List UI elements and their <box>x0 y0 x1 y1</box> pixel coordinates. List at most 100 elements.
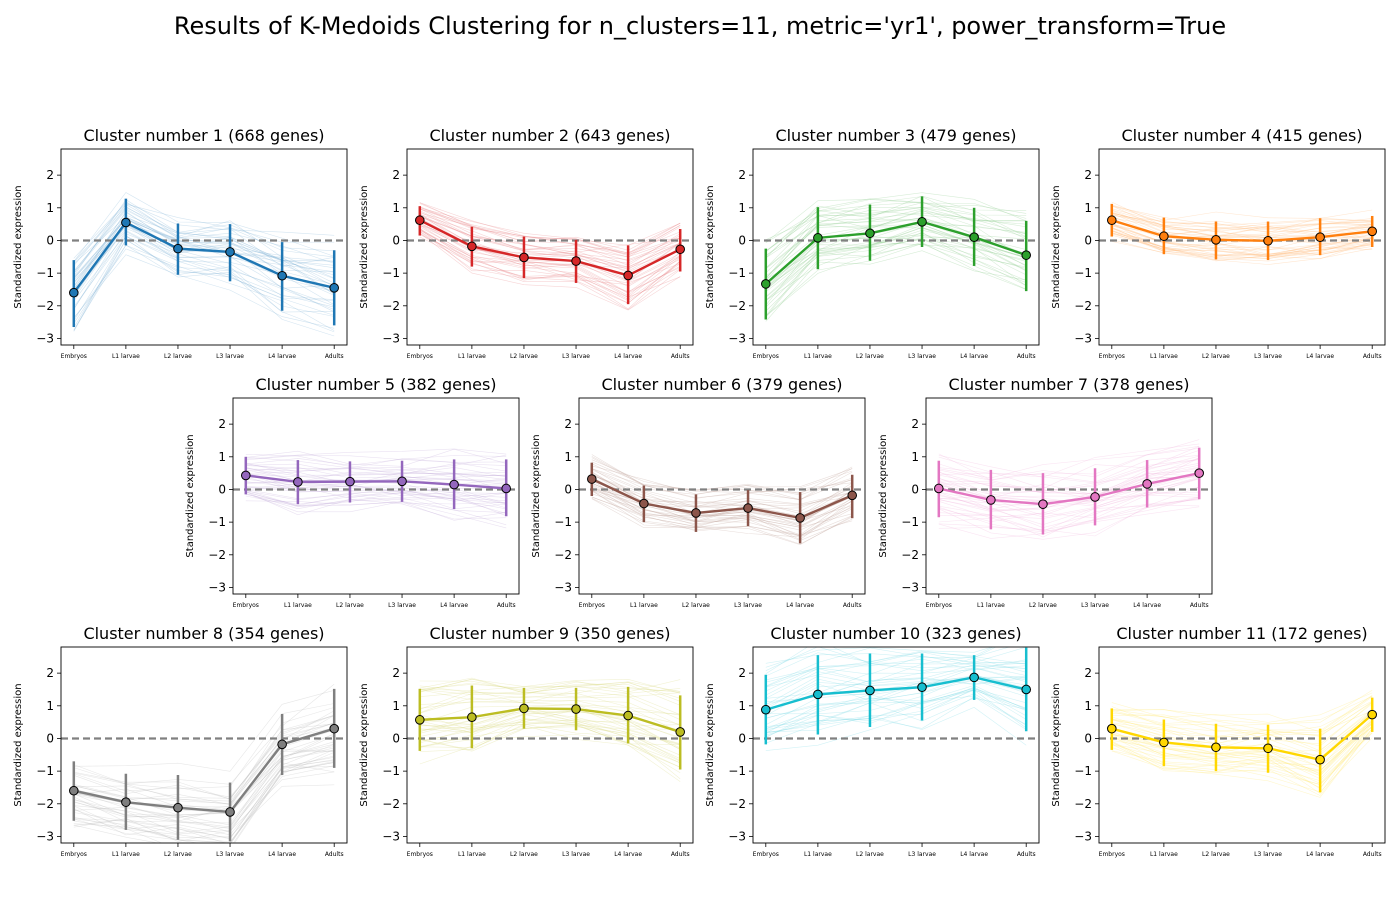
gene-trace <box>765 221 1027 290</box>
cluster-panel-9: Cluster number 9 (350 genes) −3 −2 −1 0 1 2 Emb… <box>359 624 694 858</box>
cluster-panel-1: Cluster number 1 (668 genes) −3 −2 −1 0 1 2 Emb… <box>13 126 348 360</box>
gene-trace <box>765 210 1027 280</box>
y-tick-label: 2 <box>218 417 226 431</box>
gene-trace <box>73 233 335 310</box>
gene-trace <box>938 439 1200 479</box>
gene-trace <box>765 224 1027 270</box>
x-tick-label: L4 larvae <box>614 353 642 360</box>
gene-trace <box>591 490 853 541</box>
mean-point <box>743 503 753 513</box>
y-tick-label: −3 <box>382 331 400 345</box>
gene-trace <box>765 693 1027 751</box>
y-axis-label: Standardized expression <box>13 185 24 308</box>
gene-trace <box>73 744 335 828</box>
gene-trace <box>245 489 507 529</box>
mean-point <box>1315 232 1325 242</box>
gene-trace <box>245 462 507 476</box>
gene-trace <box>938 455 1200 497</box>
gene-trace <box>245 456 507 469</box>
gene-trace <box>1111 208 1373 230</box>
y-axis-label: Standardized expression <box>13 683 24 806</box>
gene-trace <box>245 481 507 494</box>
gene-trace <box>1111 205 1373 226</box>
x-tick-label: Adults <box>1017 353 1036 360</box>
x-tick-label: L2 larvae <box>856 353 884 360</box>
gene-trace <box>419 681 681 692</box>
gene-trace <box>419 708 681 750</box>
x-tick-label: L3 larvae <box>1254 851 1282 858</box>
y-axis-label: Standardized expression <box>1051 185 1062 308</box>
mean-point <box>329 283 340 293</box>
x-tick-label: Adults <box>1363 851 1382 858</box>
gene-trace <box>419 230 681 300</box>
gene-trace <box>73 752 335 843</box>
gene-trace <box>765 212 1027 269</box>
gene-trace <box>245 463 507 476</box>
mean-point <box>225 807 235 817</box>
gene-trace <box>591 469 853 508</box>
gene-trace <box>419 680 681 706</box>
axes-frame <box>1098 646 1386 844</box>
gene-trace <box>938 498 1200 540</box>
gene-trace <box>765 647 1027 687</box>
y-tick-label: −2 <box>1074 797 1092 811</box>
panel-title: Cluster number 1 (668 genes) <box>83 126 324 145</box>
gene-trace <box>1111 723 1373 777</box>
y-axis-label: Standardized expression <box>359 683 370 806</box>
gene-trace <box>765 241 1027 316</box>
gene-trace <box>73 203 335 262</box>
gene-trace <box>419 678 681 699</box>
y-tick-label: 1 <box>911 450 919 464</box>
gene-trace <box>591 490 853 531</box>
gene-trace <box>591 456 853 501</box>
panel-title: Cluster number 10 (323 genes) <box>770 624 1021 643</box>
gene-trace <box>1111 212 1373 239</box>
cluster-panel-11: Cluster number 11 (172 genes) −3 −2 −1 0 1 2 Em… <box>1051 624 1386 858</box>
x-tick-label: L2 larvae <box>164 353 192 360</box>
gene-trace <box>419 228 681 284</box>
y-tick-label: −3 <box>1074 829 1092 843</box>
gene-trace <box>938 498 1200 537</box>
gene-trace <box>419 692 681 716</box>
y-tick-label: −2 <box>382 299 400 313</box>
gene-trace <box>419 232 681 311</box>
gene-trace <box>765 697 1027 734</box>
gene-trace <box>938 474 1200 518</box>
gene-trace <box>73 206 335 263</box>
mean-point <box>1107 215 1117 226</box>
panel-title: Cluster number 11 (172 genes) <box>1116 624 1367 643</box>
gene-trace <box>419 202 681 246</box>
x-tick-label: Adults <box>325 353 344 360</box>
gene-trace <box>591 459 853 493</box>
gene-trace <box>73 741 335 818</box>
mean-point <box>623 270 633 281</box>
y-axis-label: Standardized expression <box>1051 683 1062 806</box>
gene-trace <box>245 465 507 474</box>
gene-trace <box>765 227 1027 286</box>
axes-frame <box>752 148 1040 346</box>
gene-trace <box>1111 232 1373 257</box>
y-tick-label: −1 <box>36 266 54 280</box>
gene-trace <box>419 231 681 310</box>
gene-trace <box>1111 726 1373 771</box>
gene-trace <box>73 722 335 808</box>
gene-trace <box>419 236 681 311</box>
x-tick-label: L1 larvae <box>112 353 140 360</box>
x-tick-label: L4 larvae <box>1306 353 1334 360</box>
y-tick-label: 2 <box>46 168 54 182</box>
gene-trace <box>419 689 681 720</box>
gene-trace <box>1111 696 1373 735</box>
mean-point <box>519 703 529 714</box>
mean-point <box>917 217 927 227</box>
gene-trace <box>938 504 1200 539</box>
mean-point <box>467 241 477 252</box>
panel-title: Cluster number 8 (354 genes) <box>83 624 324 643</box>
mean-point <box>121 797 131 807</box>
gene-trace <box>73 239 335 332</box>
x-tick-label: Adults <box>1190 602 1209 609</box>
gene-trace <box>1111 717 1373 775</box>
gene-trace <box>765 689 1027 730</box>
gene-trace <box>73 201 335 266</box>
gene-trace <box>1111 737 1373 793</box>
y-tick-label: −3 <box>728 829 746 843</box>
